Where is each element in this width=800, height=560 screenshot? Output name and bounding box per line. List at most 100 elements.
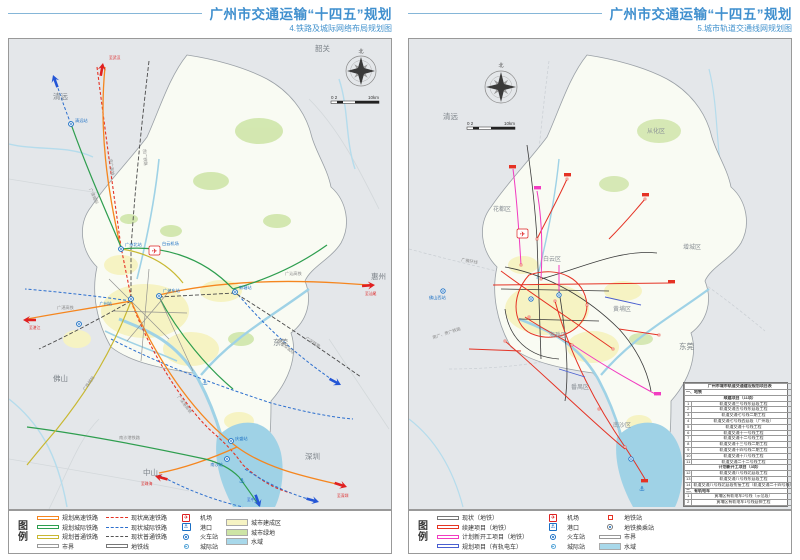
svg-text:清远站: 清远站 bbox=[75, 117, 88, 124]
svg-text:佛山西站: 佛山西站 bbox=[429, 294, 446, 301]
svg-text:广深港高铁: 广深港高铁 bbox=[175, 394, 194, 415]
intercity-station-icon bbox=[542, 543, 564, 549]
svg-text:东莞: 东莞 bbox=[273, 337, 288, 347]
metro-planned-lines bbox=[512, 168, 658, 396]
station-labels: 佛山西站 bbox=[429, 294, 446, 301]
svg-text:京广铁路: 京广铁路 bbox=[141, 149, 149, 167]
city-labels: 韶关 清远 惠州 东莞 佛山 中山 深圳 bbox=[53, 43, 386, 477]
train-station-icon bbox=[175, 533, 197, 540]
map-subtitle: 5.城市轨道交通线网规划图 bbox=[697, 24, 792, 33]
svg-text:清远: 清远 bbox=[443, 111, 458, 121]
legend-item: ✈ 机场 bbox=[175, 513, 218, 522]
existing-metro-lines bbox=[500, 144, 658, 402]
panel-rail-network: 广州市交通运输“十四五”规划 4.铁路及城际网络布局规划图 bbox=[8, 2, 392, 554]
svg-text:至中山: 至中山 bbox=[247, 497, 259, 502]
scale-bar: 0 2 10km bbox=[330, 95, 380, 104]
panel-metro-network: 广州市交通运输“十四五”规划 5.城市轨道交通线网规划图 bbox=[408, 2, 792, 554]
svg-text:南沙区: 南沙区 bbox=[613, 421, 631, 429]
svg-text:广汕高铁: 广汕高铁 bbox=[285, 270, 303, 277]
svg-text:黄埔区: 黄埔区 bbox=[613, 305, 631, 313]
svg-text:广州北站: 广州北站 bbox=[125, 241, 142, 248]
rail-network-map: ✈ ⚓ ⚓ 北 0 2 10km 韶关 bbox=[8, 38, 392, 510]
tram-planned-lines bbox=[558, 296, 642, 378]
train-station-icon bbox=[542, 533, 564, 540]
compass-rose: 北 bbox=[484, 62, 518, 104]
metro-network-map: ✈ ⚓ 北 0 2 10km 清远 东 bbox=[408, 38, 792, 510]
scale-right-label: 10km bbox=[504, 121, 515, 126]
legend-item: 火车站 bbox=[542, 533, 585, 541]
legend-item: 地铁线 bbox=[106, 542, 167, 551]
legend-item: 市界 bbox=[37, 542, 98, 551]
train-stations bbox=[440, 288, 634, 462]
rail-network-map-svg: ✈ ⚓ ⚓ 北 0 2 10km 韶关 bbox=[9, 43, 390, 509]
arrow-captions: 至武汉 至湛江 至汕尾 至深圳 至珠海 至中山 bbox=[29, 55, 377, 502]
port-icon: ⚓ bbox=[181, 523, 191, 532]
legend-item: 现状城际铁路 bbox=[106, 523, 167, 532]
svg-text:⚓: ⚓ bbox=[239, 478, 245, 485]
svg-text:广州站: 广州站 bbox=[99, 300, 112, 307]
metro-network-map-svg: ✈ ⚓ 北 0 2 10km 清远 东 bbox=[409, 54, 780, 508]
legend-item: 规划城际铁路 bbox=[37, 523, 98, 532]
port-icon: ⚓ bbox=[548, 523, 558, 532]
existing-hsr-lines bbox=[96, 66, 292, 494]
port-icons: ⚓ ⚓ bbox=[202, 380, 245, 485]
metro-construction-lines bbox=[468, 178, 672, 480]
svg-text:✈: ✈ bbox=[152, 249, 158, 256]
table-row: 14 轨道交通八号线北延段衔接工程（轨道交通二十四号线） bbox=[683, 481, 791, 489]
compass-north-label: 北 bbox=[358, 48, 363, 55]
rail-project-table: 广州市城市轨道交通建设规划项目表 一、地铁 续建项目（11项） 1 轨道交通三号线东延… bbox=[683, 382, 791, 507]
svg-text:番禺区: 番禺区 bbox=[571, 384, 589, 391]
water-rivers bbox=[104, 158, 310, 436]
green-areas bbox=[599, 119, 681, 345]
svg-text:白云区: 白云区 bbox=[543, 255, 561, 263]
scale-left-label: 0 2 bbox=[467, 121, 474, 126]
legend-item: 城市绿地 bbox=[226, 528, 281, 537]
rail-map-legend: 图例 规划高速铁路 规划城际铁路 规划普通铁路 市界 现状高速铁路 现状城际铁路… bbox=[8, 510, 392, 554]
svg-text:惠州: 惠州 bbox=[371, 271, 386, 281]
legend-item: 现状高速铁路 bbox=[106, 514, 167, 522]
svg-text:至汕尾: 至汕尾 bbox=[365, 291, 377, 296]
metro-stations bbox=[503, 177, 661, 449]
svg-text:花都区: 花都区 bbox=[493, 205, 511, 213]
water-rivers bbox=[518, 158, 710, 436]
svg-text:中山: 中山 bbox=[143, 467, 158, 477]
legend-item: 火车站 bbox=[175, 533, 218, 541]
legend-item: 规划项目（有轨电车） bbox=[437, 542, 528, 551]
legend-item: 市界 bbox=[599, 533, 654, 541]
planned-hsr-lines bbox=[26, 66, 370, 486]
svg-text:京广高铁: 京广高铁 bbox=[107, 158, 116, 176]
svg-text:增城区: 增城区 bbox=[683, 243, 701, 251]
svg-text:南沙港铁路: 南沙港铁路 bbox=[119, 434, 141, 441]
legend-item: ✈ 机场 bbox=[542, 513, 585, 522]
existing-rail-lines bbox=[38, 60, 362, 378]
legend-item: 城市建成区 bbox=[226, 519, 281, 527]
legend-item: ⚓ 港口 bbox=[542, 523, 585, 532]
city-labels: 清远 东莞 bbox=[443, 111, 694, 351]
svg-text:白云机场: 白云机场 bbox=[162, 240, 179, 247]
train-stations bbox=[68, 121, 238, 462]
legend-item: 城际站 bbox=[542, 542, 585, 551]
legend-item: 地铁换乘站 bbox=[599, 523, 654, 532]
metro-terminus-tags bbox=[509, 165, 675, 483]
svg-text:⚓: ⚓ bbox=[639, 486, 645, 493]
svg-text:广湛高铁: 广湛高铁 bbox=[57, 304, 75, 311]
map-subtitle: 4.铁路及城际网络布局规划图 bbox=[289, 24, 392, 33]
legend-title: 图例 bbox=[418, 521, 428, 543]
svg-text:广佛环线: 广佛环线 bbox=[461, 256, 480, 266]
planned-rail-lines bbox=[26, 248, 184, 466]
water-estuary bbox=[216, 422, 283, 507]
metro-map-legend: 图例 现状（地铁） 续建项目（地铁） 计划新开工项目（地铁） 规划项目（有轨电车… bbox=[408, 510, 792, 554]
port-icons: ⚓ bbox=[639, 486, 645, 493]
scale-bar: 0 2 10km bbox=[466, 121, 516, 130]
scale-right-label: 10km bbox=[368, 95, 379, 100]
svg-text:⚓: ⚓ bbox=[202, 380, 208, 387]
svg-text:至湛江: 至湛江 bbox=[29, 325, 41, 330]
svg-text:广珠城际: 广珠城际 bbox=[81, 374, 97, 392]
svg-text:佛山: 佛山 bbox=[53, 373, 68, 383]
svg-text:庆盛站: 庆盛站 bbox=[235, 435, 248, 442]
svg-text:南广、贵广铁路: 南广、贵广铁路 bbox=[431, 325, 462, 341]
page-title: 广州市交通运输“十四五”规划 bbox=[209, 7, 392, 22]
legend-item: 水域 bbox=[599, 542, 654, 551]
airport-icon: ✈ bbox=[516, 228, 529, 239]
compass-north-label: 北 bbox=[498, 62, 503, 69]
